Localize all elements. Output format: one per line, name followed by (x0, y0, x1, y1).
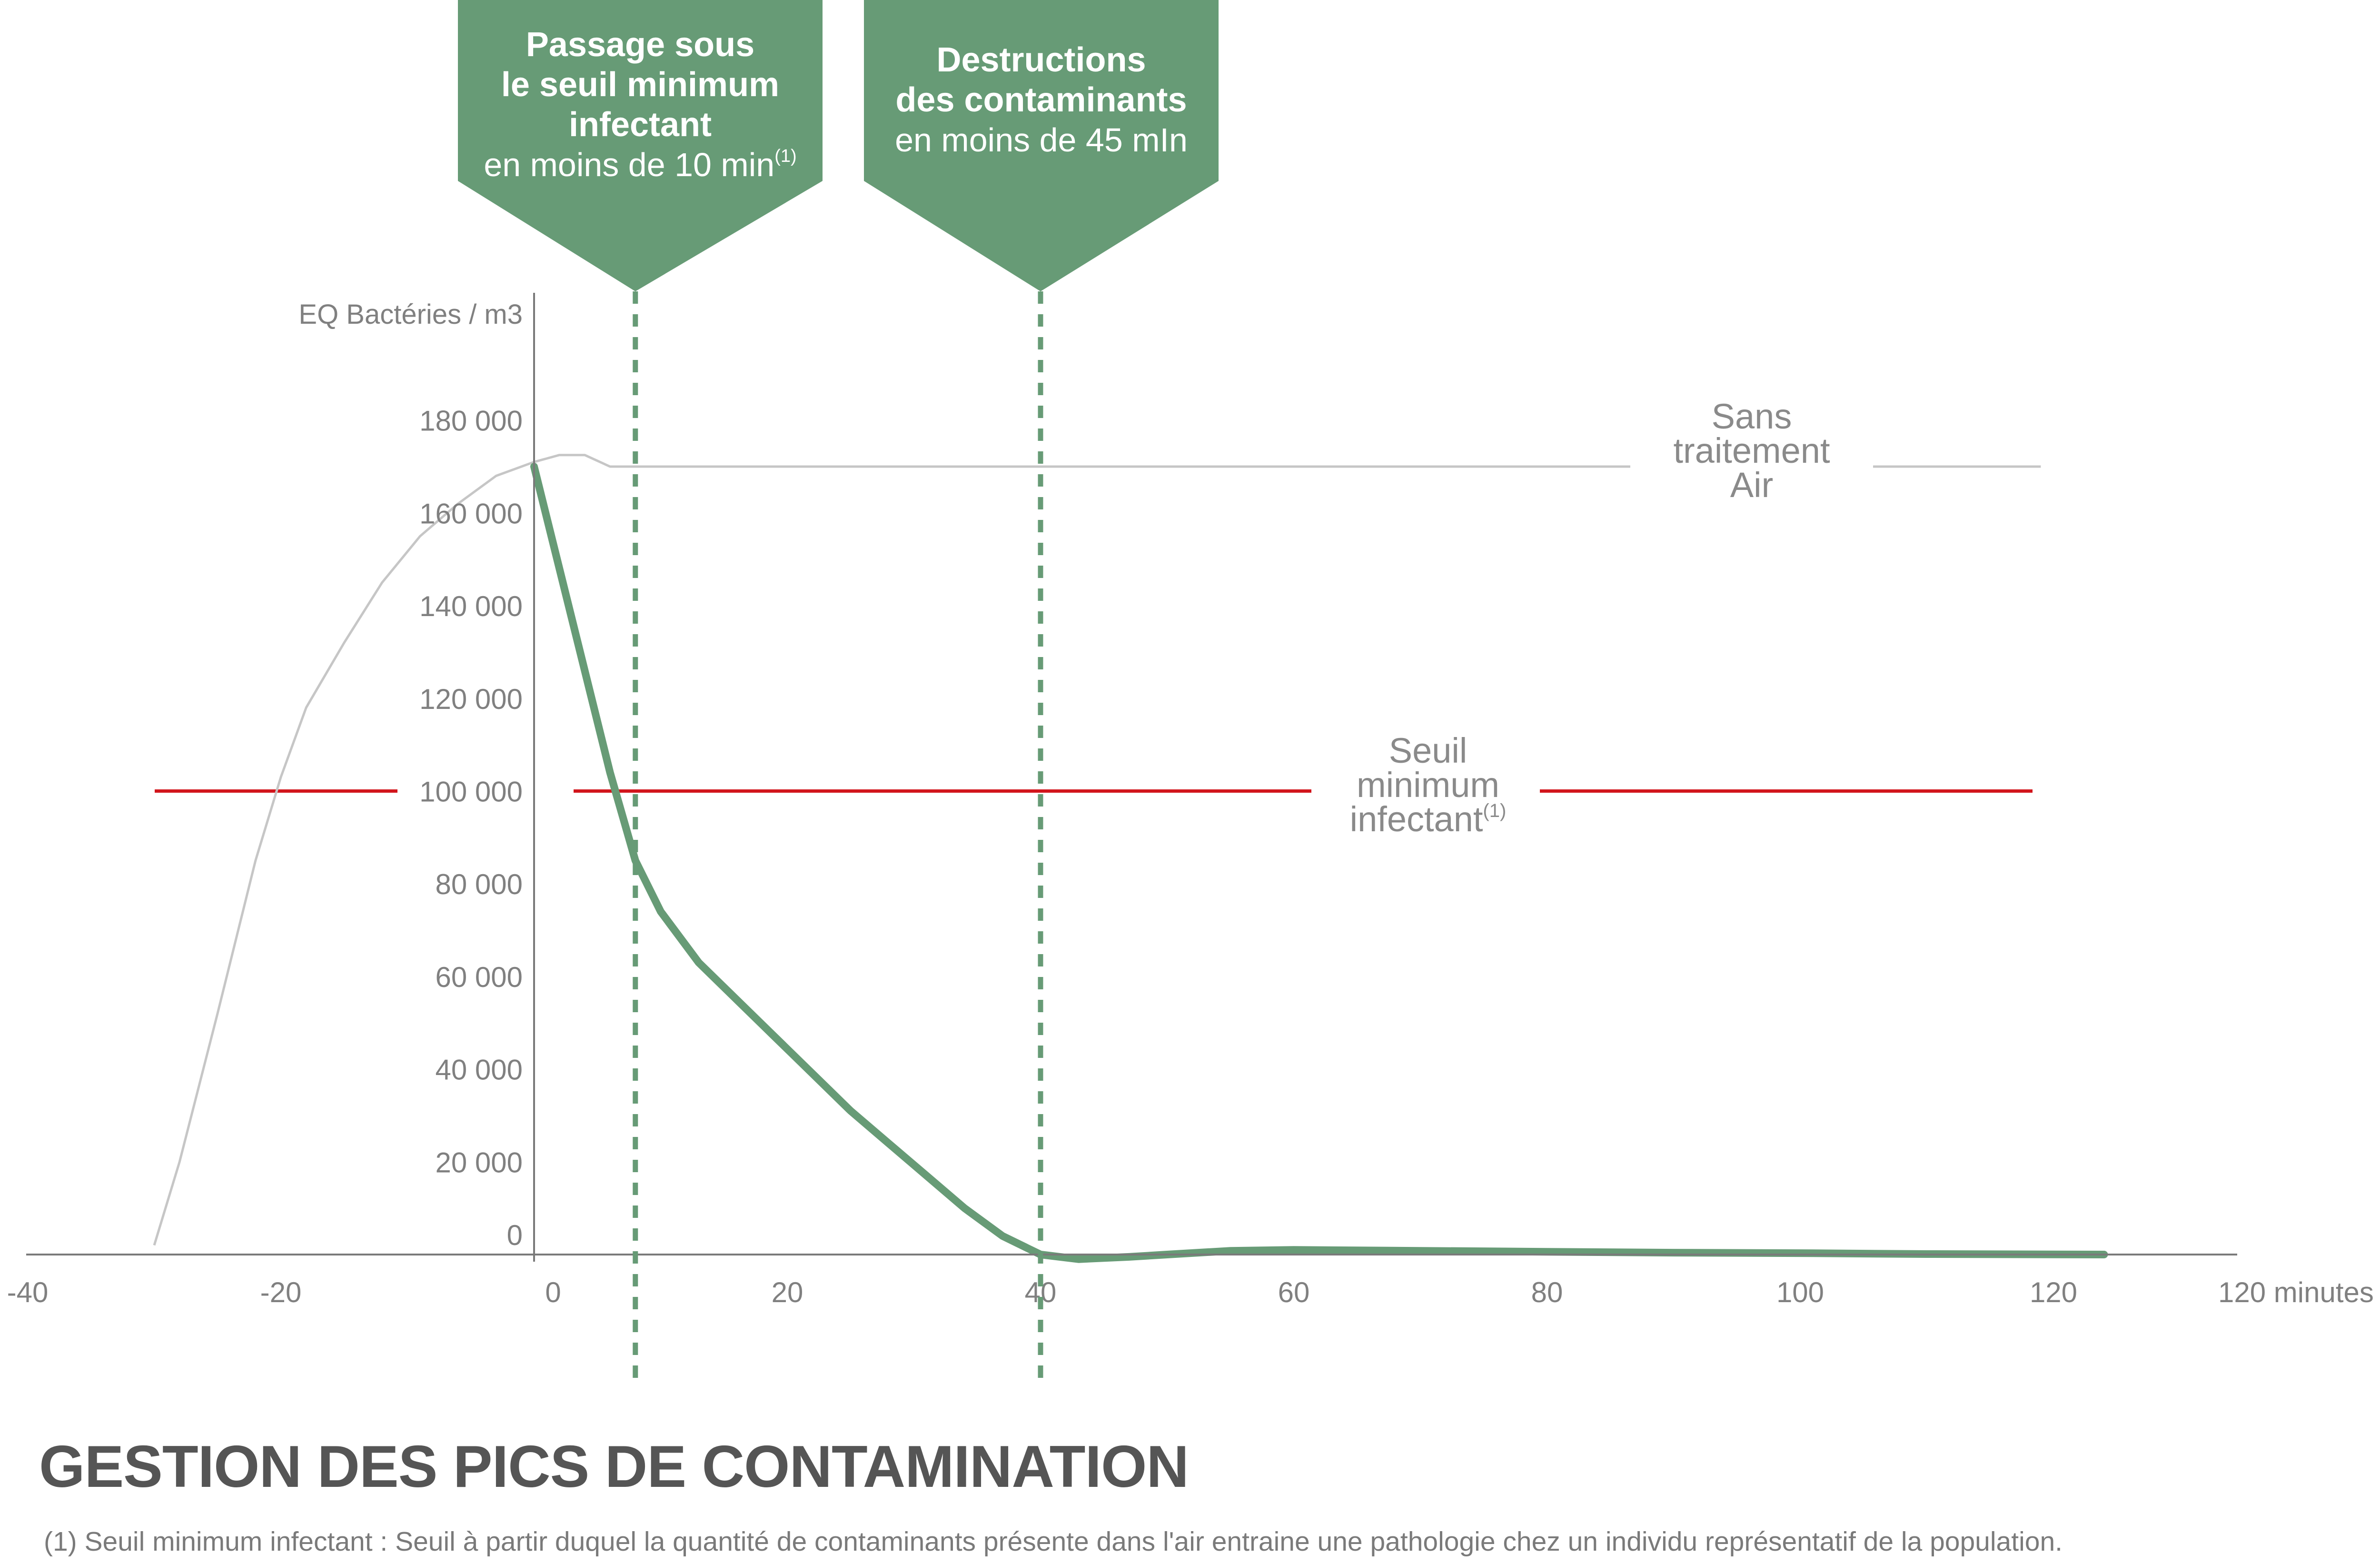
marker-callout-banner (864, 0, 1219, 291)
marker-callout-banner (458, 0, 823, 291)
x-tick-label: 80 (1531, 1276, 1563, 1308)
series-line-traitement (530, 463, 2108, 1263)
series-label-sans-traitement: Sans (1712, 397, 1792, 436)
marker-callout-subtitle: en moins de 10 min(1) (484, 146, 796, 183)
threshold-label: minimum (1357, 765, 1499, 805)
x-tick-label: -20 (260, 1276, 302, 1308)
x-tick-label: 120 (2030, 1276, 2077, 1308)
y-tick-label: 180 000 (419, 405, 523, 437)
threshold-label: infectant(1) (1350, 799, 1507, 839)
y-tick-label: 100 000 (419, 776, 523, 808)
threshold-label: Seuil (1389, 731, 1468, 770)
x-tick-label: 100 (1776, 1276, 1824, 1308)
threshold-label-text: Seuil (1389, 731, 1468, 770)
series-label-gap (1630, 461, 1873, 473)
y-tick-label: 60 000 (435, 961, 523, 993)
y-tick-label: 0 (507, 1219, 523, 1251)
marker-callout-subtitle-text: en moins de 45 mIn (895, 121, 1188, 159)
threshold-label-superscript: (1) (1483, 800, 1506, 821)
y-tick-label: 80 000 (435, 868, 523, 900)
y-tick-label: 120 000 (419, 683, 523, 715)
y-tick-label: 40 000 (435, 1054, 523, 1086)
marker-callout-title: Destructions (936, 41, 1146, 79)
x-tick-label: 0 (545, 1276, 561, 1308)
series-line-sans-traitement (153, 454, 2041, 1246)
y-tick-label: 20 000 (435, 1146, 523, 1178)
marker-callout-subtitle-text: en moins de 10 min (484, 146, 774, 183)
marker-callout-superscript: (1) (774, 146, 796, 166)
series-layer (153, 454, 2108, 1263)
footnote: (1) Seuil minimum infectant : Seuil à pa… (44, 1526, 2063, 1557)
x-tick-label-unit: 120 minutes (2218, 1276, 2374, 1308)
marker-callout-subtitle: en moins de 45 mIn (895, 121, 1188, 159)
axes-layer: 0 20 000 40 000 60 000 80 000 100 000 120 000 1… (7, 293, 2374, 1308)
marker-callout-title: des contaminants (895, 81, 1187, 119)
threshold-label-text: minimum (1357, 765, 1499, 805)
marker-callout-title: infectant (569, 106, 712, 144)
y-axis-title: EQ Bactéries / m3 (298, 299, 523, 330)
x-tick-label: 60 (1278, 1276, 1310, 1308)
series-label-sans-traitement: traitement (1673, 431, 1830, 470)
threshold-label-text: infectant (1350, 799, 1483, 839)
y-tick-label: 140 000 (419, 590, 523, 622)
x-tick-label: -40 (7, 1276, 49, 1308)
marker-callout-title: le seuil minimum (501, 66, 779, 104)
page-title: GESTION DES PICS DE CONTAMINATION (39, 1434, 1189, 1500)
y-tick-label: 160 000 (419, 498, 523, 529)
series-label-sans-traitement: Air (1730, 465, 1773, 505)
x-tick-label: 20 (772, 1276, 803, 1308)
marker-callout-title: Passage sous (526, 26, 754, 64)
